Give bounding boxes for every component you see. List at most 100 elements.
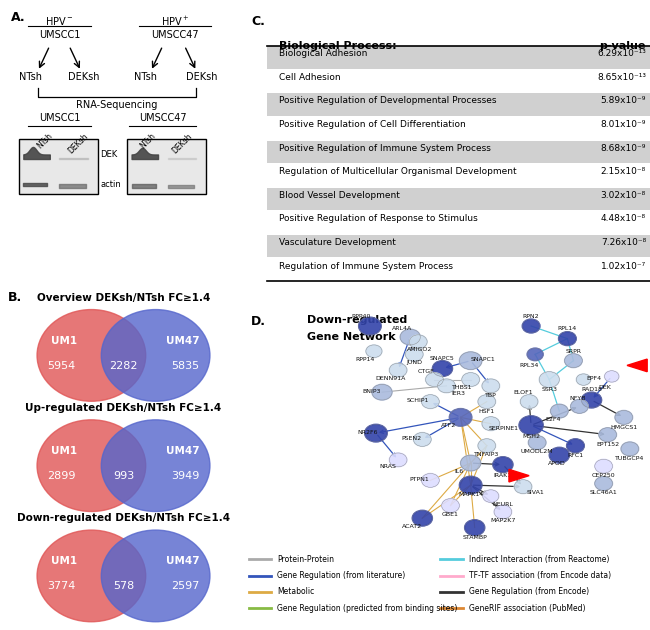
Text: Positive Regulation of Developmental Processes: Positive Regulation of Developmental Pro… [280,96,497,105]
Circle shape [577,374,591,385]
Text: DEKsh: DEKsh [185,72,217,83]
Text: Down-regulated: Down-regulated [307,315,408,325]
Text: Metabolic: Metabolic [278,587,315,597]
Circle shape [621,442,639,456]
Text: TUBGCP4: TUBGCP4 [615,456,645,461]
Text: ATF2: ATF2 [441,423,456,428]
Text: 8.68x10⁻⁹: 8.68x10⁻⁹ [601,144,646,152]
Text: Positive Regulation of Response to Stimulus: Positive Regulation of Response to Stimu… [280,214,478,224]
Circle shape [410,335,427,349]
Text: Biological Adhesion: Biological Adhesion [280,49,368,58]
Circle shape [558,331,577,345]
Text: 4.48x10⁻⁸: 4.48x10⁻⁸ [601,214,646,224]
Text: IRAK1: IRAK1 [494,472,512,478]
Text: Down-regulated DEKsh/NTsh FC≥1.4: Down-regulated DEKsh/NTsh FC≥1.4 [17,513,230,524]
Text: SERPINE1: SERPINE1 [489,426,519,431]
Circle shape [441,499,460,513]
Circle shape [432,360,452,377]
Circle shape [421,394,439,409]
Text: SNAPC5: SNAPC5 [430,356,455,361]
Text: PSEN2: PSEN2 [401,436,421,441]
Circle shape [389,453,407,467]
Circle shape [365,425,387,442]
Text: PTPN1: PTPN1 [410,477,430,482]
Text: RPP14: RPP14 [355,357,374,362]
Circle shape [421,474,439,488]
Text: IER3: IER3 [452,391,465,396]
Text: 578: 578 [113,581,134,592]
Circle shape [493,457,513,472]
Text: Gene Network: Gene Network [307,333,396,342]
Circle shape [520,394,538,409]
Text: Positive Regulation of Immune System Process: Positive Regulation of Immune System Pro… [280,144,491,152]
Text: 3.02x10⁻⁸: 3.02x10⁻⁸ [601,191,646,200]
Circle shape [478,438,496,452]
Text: Biological Process:: Biological Process: [280,41,397,51]
Circle shape [522,319,540,333]
Polygon shape [627,359,647,372]
Text: HPV$^-$: HPV$^-$ [46,15,73,27]
Circle shape [551,404,568,418]
Text: UM47: UM47 [166,446,200,456]
Text: JUND: JUND [406,360,422,365]
Text: D.: D. [251,315,266,328]
Text: Gene Regulation (predicted from binding sites): Gene Regulation (predicted from binding … [278,604,458,613]
Text: SRPR: SRPR [566,349,582,353]
Circle shape [101,530,210,622]
Text: SSR3: SSR3 [541,387,557,392]
Text: 5954: 5954 [47,361,76,371]
Text: RAD18: RAD18 [581,387,602,392]
Bar [18,139,98,194]
Text: UMODL2M: UMODL2M [521,449,553,454]
Text: Overview DEKsh/NTsh FC≥1.4: Overview DEKsh/NTsh FC≥1.4 [37,293,210,303]
Text: ELOF1: ELOF1 [514,390,533,394]
Text: RPL14: RPL14 [558,326,577,331]
Text: 2282: 2282 [109,361,138,371]
Text: STAMBP: STAMBP [462,535,487,539]
Text: NTsh: NTsh [135,72,157,83]
Text: CTGF: CTGF [418,369,435,374]
Text: B.: B. [7,291,21,304]
Text: THBS1: THBS1 [452,385,473,390]
Circle shape [571,399,588,413]
Circle shape [37,309,146,401]
Text: 5835: 5835 [171,361,200,371]
Text: Vasculature Development: Vasculature Development [280,238,396,247]
Text: GeneRIF association (PubMed): GeneRIF association (PubMed) [469,604,585,613]
Text: UM1: UM1 [51,336,77,346]
Text: TNFAIP3: TNFAIP3 [474,452,499,457]
Text: 7.26x10⁻⁸: 7.26x10⁻⁸ [601,238,646,247]
Text: SLC46A1: SLC46A1 [590,490,618,495]
Text: APOD: APOD [549,461,566,466]
Text: 1.02x10⁻⁷: 1.02x10⁻⁷ [601,261,646,270]
Circle shape [37,420,146,512]
Circle shape [539,372,559,387]
Text: UMSCC47: UMSCC47 [139,113,187,123]
Text: 8.01x10⁻⁹: 8.01x10⁻⁹ [601,120,646,129]
Text: ACAT2: ACAT2 [402,524,423,529]
Text: 2899: 2899 [47,471,76,481]
Circle shape [372,384,392,400]
Text: Up-regulated DEKsh/NTsh FC≥1.4: Up-regulated DEKsh/NTsh FC≥1.4 [25,403,222,413]
Circle shape [528,436,546,450]
Circle shape [527,348,543,360]
Text: NTsh: NTsh [19,72,42,83]
Text: RPL34: RPL34 [519,363,539,368]
Circle shape [494,505,512,519]
Text: UMSCC1: UMSCC1 [39,30,80,40]
Text: actin: actin [100,180,121,189]
Circle shape [582,392,602,408]
Circle shape [412,510,432,526]
Text: A.: A. [11,11,26,24]
Text: NFYB: NFYB [569,396,586,401]
Circle shape [101,309,210,401]
Text: 2597: 2597 [171,581,200,592]
Circle shape [400,329,421,345]
Text: Positive Regulation of Cell Differentiation: Positive Regulation of Cell Differentiat… [280,120,466,129]
FancyBboxPatch shape [267,46,650,69]
Text: SCHIP1: SCHIP1 [407,398,430,403]
Text: BNIP3: BNIP3 [363,389,381,394]
Text: RFC1: RFC1 [567,453,584,457]
Text: 2.15x10⁻⁸: 2.15x10⁻⁸ [601,167,646,176]
FancyBboxPatch shape [267,140,650,163]
